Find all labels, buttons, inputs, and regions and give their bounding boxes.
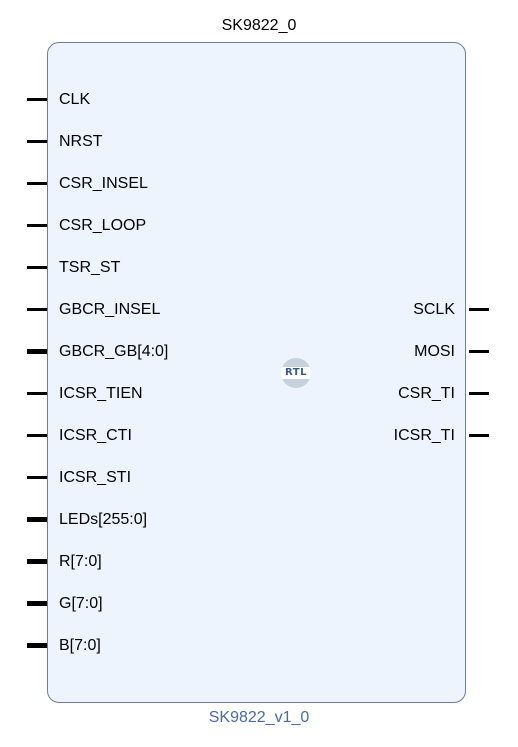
bus-pin[interactable] bbox=[27, 517, 47, 522]
input-port-gbcr-gb-4-0[interactable]: GBCR_GB[4:0] bbox=[27, 342, 247, 362]
pin[interactable] bbox=[469, 434, 489, 437]
port-label: CLK bbox=[59, 91, 91, 108]
port-label: GBCR_GB[4:0] bbox=[59, 343, 169, 360]
port-label: G[7:0] bbox=[59, 595, 103, 612]
output-port-csr-ti[interactable]: CSR_TI bbox=[268, 384, 489, 404]
input-port-csr-loop[interactable]: CSR_LOOP bbox=[27, 216, 247, 236]
port-label: CSR_INSEL bbox=[59, 175, 148, 192]
rtl-badge-band bbox=[281, 367, 311, 379]
port-label: GBCR_INSEL bbox=[59, 301, 161, 318]
pin[interactable] bbox=[469, 308, 489, 311]
input-port-g-7-0[interactable]: G[7:0] bbox=[27, 594, 247, 614]
instance-name: SK9822_0 bbox=[221, 17, 297, 34]
pin[interactable] bbox=[27, 308, 47, 311]
output-port-mosi[interactable]: MOSI bbox=[268, 342, 489, 362]
input-port-gbcr-insel[interactable]: GBCR_INSEL bbox=[27, 300, 247, 320]
pin[interactable] bbox=[27, 224, 47, 227]
input-port-b-7-0[interactable]: B[7:0] bbox=[27, 636, 247, 656]
port-label: ICSR_CTI bbox=[59, 427, 132, 444]
input-port-csr-insel[interactable]: CSR_INSEL bbox=[27, 174, 247, 194]
port-label: MOSI bbox=[414, 343, 455, 360]
input-port-r-7-0[interactable]: R[7:0] bbox=[27, 552, 247, 572]
pin[interactable] bbox=[27, 392, 47, 395]
pin[interactable] bbox=[27, 182, 47, 185]
module-name: SK9822_v1_0 bbox=[208, 709, 310, 726]
port-label: SCLK bbox=[413, 301, 455, 318]
port-label: ICSR_TIEN bbox=[59, 385, 143, 402]
port-label: LEDs[255:0] bbox=[59, 511, 148, 528]
ip-block[interactable] bbox=[47, 42, 466, 703]
port-label: ICSR_TI bbox=[393, 427, 455, 444]
pin[interactable] bbox=[469, 350, 489, 353]
pin[interactable] bbox=[27, 476, 47, 479]
input-port-nrst[interactable]: NRST bbox=[27, 132, 247, 152]
pin[interactable] bbox=[27, 434, 47, 437]
pin[interactable] bbox=[27, 98, 47, 101]
input-port-icsr-cti[interactable]: ICSR_CTI bbox=[27, 426, 247, 446]
pin[interactable] bbox=[469, 392, 489, 395]
output-port-sclk[interactable]: SCLK bbox=[268, 300, 489, 320]
rtl-badge-text: RTL bbox=[285, 367, 307, 378]
bus-pin[interactable] bbox=[27, 601, 47, 606]
input-port-leds-255-0[interactable]: LEDs[255:0] bbox=[27, 510, 247, 530]
input-port-icsr-sti[interactable]: ICSR_STI bbox=[27, 468, 247, 488]
bus-pin[interactable] bbox=[27, 643, 47, 648]
output-port-icsr-ti[interactable]: ICSR_TI bbox=[268, 426, 489, 446]
port-label: ICSR_STI bbox=[59, 469, 132, 486]
port-label: CSR_LOOP bbox=[59, 217, 147, 234]
port-label: NRST bbox=[59, 133, 103, 150]
pin[interactable] bbox=[27, 266, 47, 269]
input-port-clk[interactable]: CLK bbox=[27, 90, 247, 110]
port-label: R[7:0] bbox=[59, 553, 102, 570]
port-label: CSR_TI bbox=[398, 385, 455, 402]
port-label: B[7:0] bbox=[59, 637, 101, 654]
input-port-icsr-tien[interactable]: ICSR_TIEN bbox=[27, 384, 247, 404]
input-port-tsr-st[interactable]: TSR_ST bbox=[27, 258, 247, 278]
rtl-icon: RTL bbox=[281, 358, 311, 388]
port-label: TSR_ST bbox=[59, 259, 121, 276]
pin[interactable] bbox=[27, 140, 47, 143]
bus-pin[interactable] bbox=[27, 349, 47, 354]
bus-pin[interactable] bbox=[27, 559, 47, 564]
